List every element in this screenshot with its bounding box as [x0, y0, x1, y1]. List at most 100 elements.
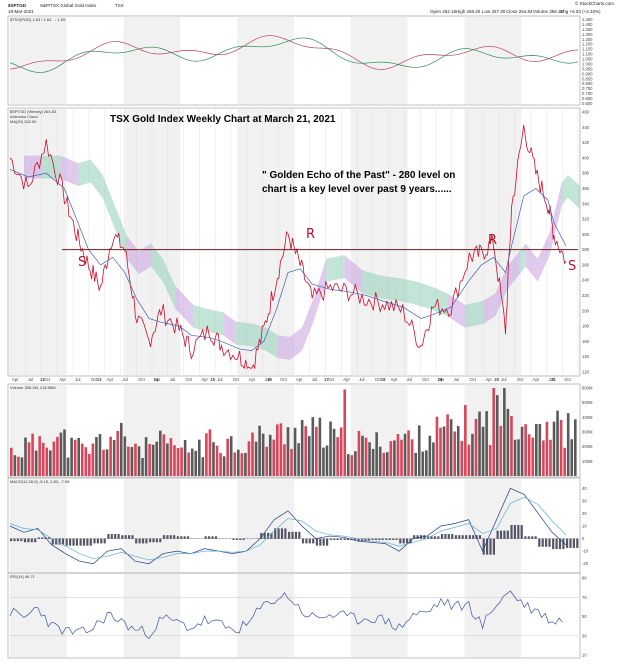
volume-bar	[574, 419, 577, 476]
rs-tick-label: 0.650	[582, 96, 593, 101]
volume-layer	[10, 388, 577, 476]
volume-bar	[187, 452, 190, 476]
volume-bar	[357, 430, 361, 476]
macd-histogram-bar	[214, 536, 217, 539]
macd-histogram-bar	[388, 538, 391, 541]
ichimoku-cloud-segment	[507, 251, 520, 290]
price-tick-label: 280	[582, 247, 590, 252]
macd-histogram-bar	[110, 534, 113, 539]
macd-histogram-bar	[162, 535, 166, 539]
macd-histogram-bar	[135, 538, 138, 544]
price-tick-label: 320	[582, 217, 590, 222]
support-mark-1: S	[78, 255, 86, 270]
macd-histogram-bar	[208, 536, 211, 539]
volume-panel-label: Volume 358.1M, 218.56M	[10, 385, 56, 390]
volume-bar	[27, 442, 31, 476]
volume-tick-label: 100M	[582, 459, 593, 464]
macd-histogram-bar	[489, 538, 492, 555]
ichimoku-cloud-segment	[150, 243, 163, 282]
macd-histogram-bar	[51, 538, 54, 545]
macd-histogram-bar	[381, 538, 384, 541]
macd-histogram-bar	[308, 538, 311, 544]
macd-histogram-bar	[82, 538, 86, 546]
x-tick-label: Oct	[328, 377, 335, 382]
volume-bar	[166, 443, 169, 476]
x-tick-label: Apr	[296, 377, 303, 382]
macd-histogram-bar	[131, 535, 134, 539]
macd-tick-label: 40	[582, 486, 587, 491]
rs-tick-label: 0.750	[582, 86, 593, 91]
volume-bar	[293, 427, 297, 476]
macd-histogram-bar	[114, 534, 117, 539]
header-low: Low 257.30	[482, 9, 506, 14]
macd-histogram-bar	[433, 536, 436, 539]
price-tick-label: 340	[582, 201, 590, 206]
x-tick-label: Oct	[375, 377, 382, 382]
header-site: © StockCharts.com	[575, 0, 614, 6]
volume-bar	[417, 425, 421, 476]
x-tick-label: Jul	[28, 377, 33, 382]
volume-bar	[481, 426, 485, 476]
header-exchange: TSX	[115, 3, 124, 8]
ichimoku-cloud-segment	[253, 323, 266, 351]
volume-bar	[563, 447, 566, 476]
volume-bar	[123, 436, 127, 476]
grid-stripe	[123, 17, 181, 104]
ichimoku-cloud-segment	[205, 308, 224, 336]
volume-bar	[201, 457, 205, 476]
price-tick-label: 120	[582, 370, 590, 375]
price-panel-label-2: Ichimoku Cloud	[10, 114, 38, 119]
volume-bar	[428, 435, 432, 476]
volume-bar	[155, 441, 159, 476]
volume-bar	[378, 446, 382, 476]
macd-histogram-bar	[378, 538, 381, 541]
grid-stripe	[350, 479, 408, 572]
macd-histogram-bar	[440, 534, 444, 539]
rsi-panel-label: RSI(14) 46.71	[10, 574, 36, 579]
macd-histogram-bar	[267, 532, 270, 539]
volume-bar	[559, 419, 563, 476]
support-mark-2: S	[568, 259, 576, 274]
x-tick-label: Apr	[107, 377, 114, 382]
volume-tick-label: 600M	[582, 386, 593, 391]
ichimoku-cloud-segment	[235, 321, 254, 347]
price-panel-label: $SPTGD (Weekly) 264.83	[10, 109, 57, 114]
volume-bar	[258, 425, 261, 476]
volume-bar	[396, 434, 400, 476]
macd-histogram-bar	[117, 534, 120, 539]
x-tick-label: Apr	[438, 377, 445, 382]
macd-histogram-bar	[75, 538, 78, 546]
volume-bar	[425, 450, 428, 476]
rs-tick-label: 0.700	[582, 91, 593, 96]
macd-histogram-bar	[149, 538, 152, 543]
macd-histogram-bar	[65, 538, 68, 546]
macd-histogram-bar	[23, 538, 27, 543]
macd-histogram-bar	[183, 536, 186, 539]
x-tick-label: Oct	[138, 377, 145, 382]
x-tick-label: Oct	[422, 377, 429, 382]
rsi-tick-label: 50	[582, 614, 587, 619]
macd-histogram-bar	[103, 538, 106, 544]
macd-histogram-bar	[270, 532, 273, 539]
year-label: 13	[97, 377, 102, 382]
volume-bar	[350, 455, 354, 476]
header-name: S&P/TSX Global Gold Index	[40, 3, 97, 8]
volume-bar	[63, 429, 66, 476]
volume-bar	[49, 450, 52, 476]
volume-bar	[322, 447, 325, 476]
rs-tick-label: 0.950	[582, 66, 593, 71]
volume-bar	[371, 448, 375, 476]
ichimoku-cloud-segment	[126, 235, 139, 275]
volume-bar	[336, 437, 339, 476]
macd-histogram-bar	[128, 535, 131, 539]
x-tick-label: Jul	[75, 377, 80, 382]
volume-bar	[556, 410, 559, 476]
volume-bar	[144, 437, 148, 476]
macd-histogram-bar	[155, 538, 158, 543]
macd-histogram-bar	[520, 524, 523, 539]
volume-bar	[183, 439, 187, 476]
macd-histogram-bar	[305, 538, 308, 544]
macd-histogram-bar	[357, 538, 360, 542]
ichimoku-cloud-segment	[380, 275, 399, 301]
x-tick-label: Apr	[485, 377, 492, 382]
